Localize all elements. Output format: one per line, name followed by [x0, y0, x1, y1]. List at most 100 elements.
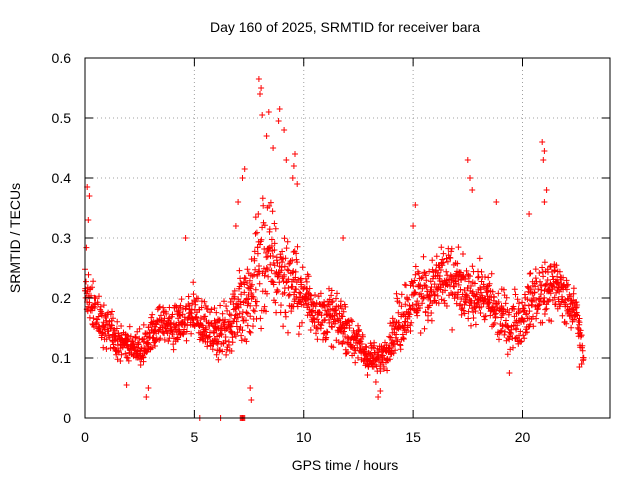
data-point: [540, 157, 547, 163]
data-point: [563, 277, 570, 284]
data-point: [189, 300, 196, 307]
data-point: [355, 354, 361, 361]
data-point: [242, 275, 249, 282]
data-point: [235, 304, 242, 311]
data-point: [89, 307, 95, 314]
data-point: [486, 280, 493, 287]
data-point: [469, 263, 476, 270]
data-point: [526, 308, 533, 315]
chart-title: Day 160 of 2025, SRMTID for receiver bar…: [210, 19, 480, 35]
data-point: [524, 329, 530, 336]
data-point: [467, 273, 473, 280]
data-point: [323, 328, 330, 335]
data-point: [527, 270, 534, 277]
data-point: [118, 351, 125, 358]
data-point: [255, 211, 262, 217]
data-point: [412, 263, 419, 270]
data-point: [318, 312, 325, 319]
data-point: [299, 264, 306, 271]
data-point: [415, 302, 422, 309]
data-point: [536, 301, 543, 308]
data-point: [526, 211, 533, 217]
data-point: [178, 296, 185, 303]
data-point: [377, 368, 384, 375]
data-point: [412, 202, 419, 208]
data-point: [354, 333, 361, 340]
data-points: [82, 76, 587, 421]
data-point: [193, 314, 200, 321]
data-point: [303, 278, 310, 285]
data-point: [247, 302, 254, 309]
data-point: [352, 359, 359, 366]
data-point: [346, 325, 353, 331]
data-point: [261, 303, 268, 310]
data-point: [460, 251, 466, 257]
data-point: [113, 325, 120, 332]
data-point: [241, 289, 248, 296]
y-tick-label: 0.2: [52, 290, 72, 306]
data-point: [90, 315, 97, 322]
data-point: [532, 283, 539, 290]
data-point: [461, 287, 468, 294]
data-point: [320, 330, 327, 337]
x-axis-label: GPS time / hours: [292, 457, 399, 473]
data-point: [510, 303, 517, 310]
y-axis-label: SRMTID / TECUs: [7, 183, 23, 293]
data-point: [270, 281, 277, 288]
data-point: [275, 118, 282, 124]
data-point: [271, 240, 278, 247]
data-point: [223, 346, 230, 353]
data-point: [314, 336, 321, 343]
data-point: [351, 350, 358, 357]
data-point: [393, 331, 400, 338]
data-point: [556, 268, 563, 275]
data-point: [426, 268, 433, 275]
data-point: [570, 285, 577, 292]
data-point: [534, 305, 541, 312]
data-point: [117, 358, 124, 364]
data-point: [236, 310, 243, 317]
data-point: [328, 323, 335, 330]
data-point: [299, 319, 305, 326]
data-point: [237, 298, 244, 305]
data-point: [184, 322, 191, 329]
data-point: [359, 333, 366, 340]
data-point: [433, 253, 440, 260]
data-point: [416, 283, 423, 290]
data-point: [238, 291, 245, 298]
data-point: [496, 336, 502, 343]
data-point: [283, 157, 290, 163]
data-point: [294, 303, 301, 310]
data-point: [328, 299, 335, 306]
data-point: [477, 284, 484, 291]
data-point: [183, 328, 190, 335]
data-point: [580, 354, 587, 361]
data-point: [250, 307, 257, 314]
data-point: [527, 321, 534, 328]
data-point: [477, 286, 484, 293]
data-point: [451, 295, 458, 302]
data-point: [533, 297, 540, 303]
data-point: [269, 208, 276, 215]
data-point: [573, 309, 580, 316]
data-point: [502, 328, 508, 335]
data-point: [491, 311, 498, 318]
data-point: [342, 303, 349, 310]
data-point: [511, 286, 518, 293]
data-point: [333, 295, 339, 302]
data-point: [490, 303, 497, 310]
data-point: [215, 324, 221, 331]
data-point: [470, 315, 477, 321]
data-point: [460, 307, 467, 314]
data-point: [83, 278, 89, 285]
data-point: [292, 151, 298, 157]
data-point: [280, 323, 287, 330]
data-point: [521, 335, 528, 342]
data-point: [294, 181, 301, 187]
data-point: [468, 283, 474, 289]
data-point: [544, 277, 551, 283]
data-point: [380, 366, 387, 372]
data-point: [228, 323, 234, 330]
data-point: [364, 372, 371, 378]
data-point: [334, 290, 340, 297]
